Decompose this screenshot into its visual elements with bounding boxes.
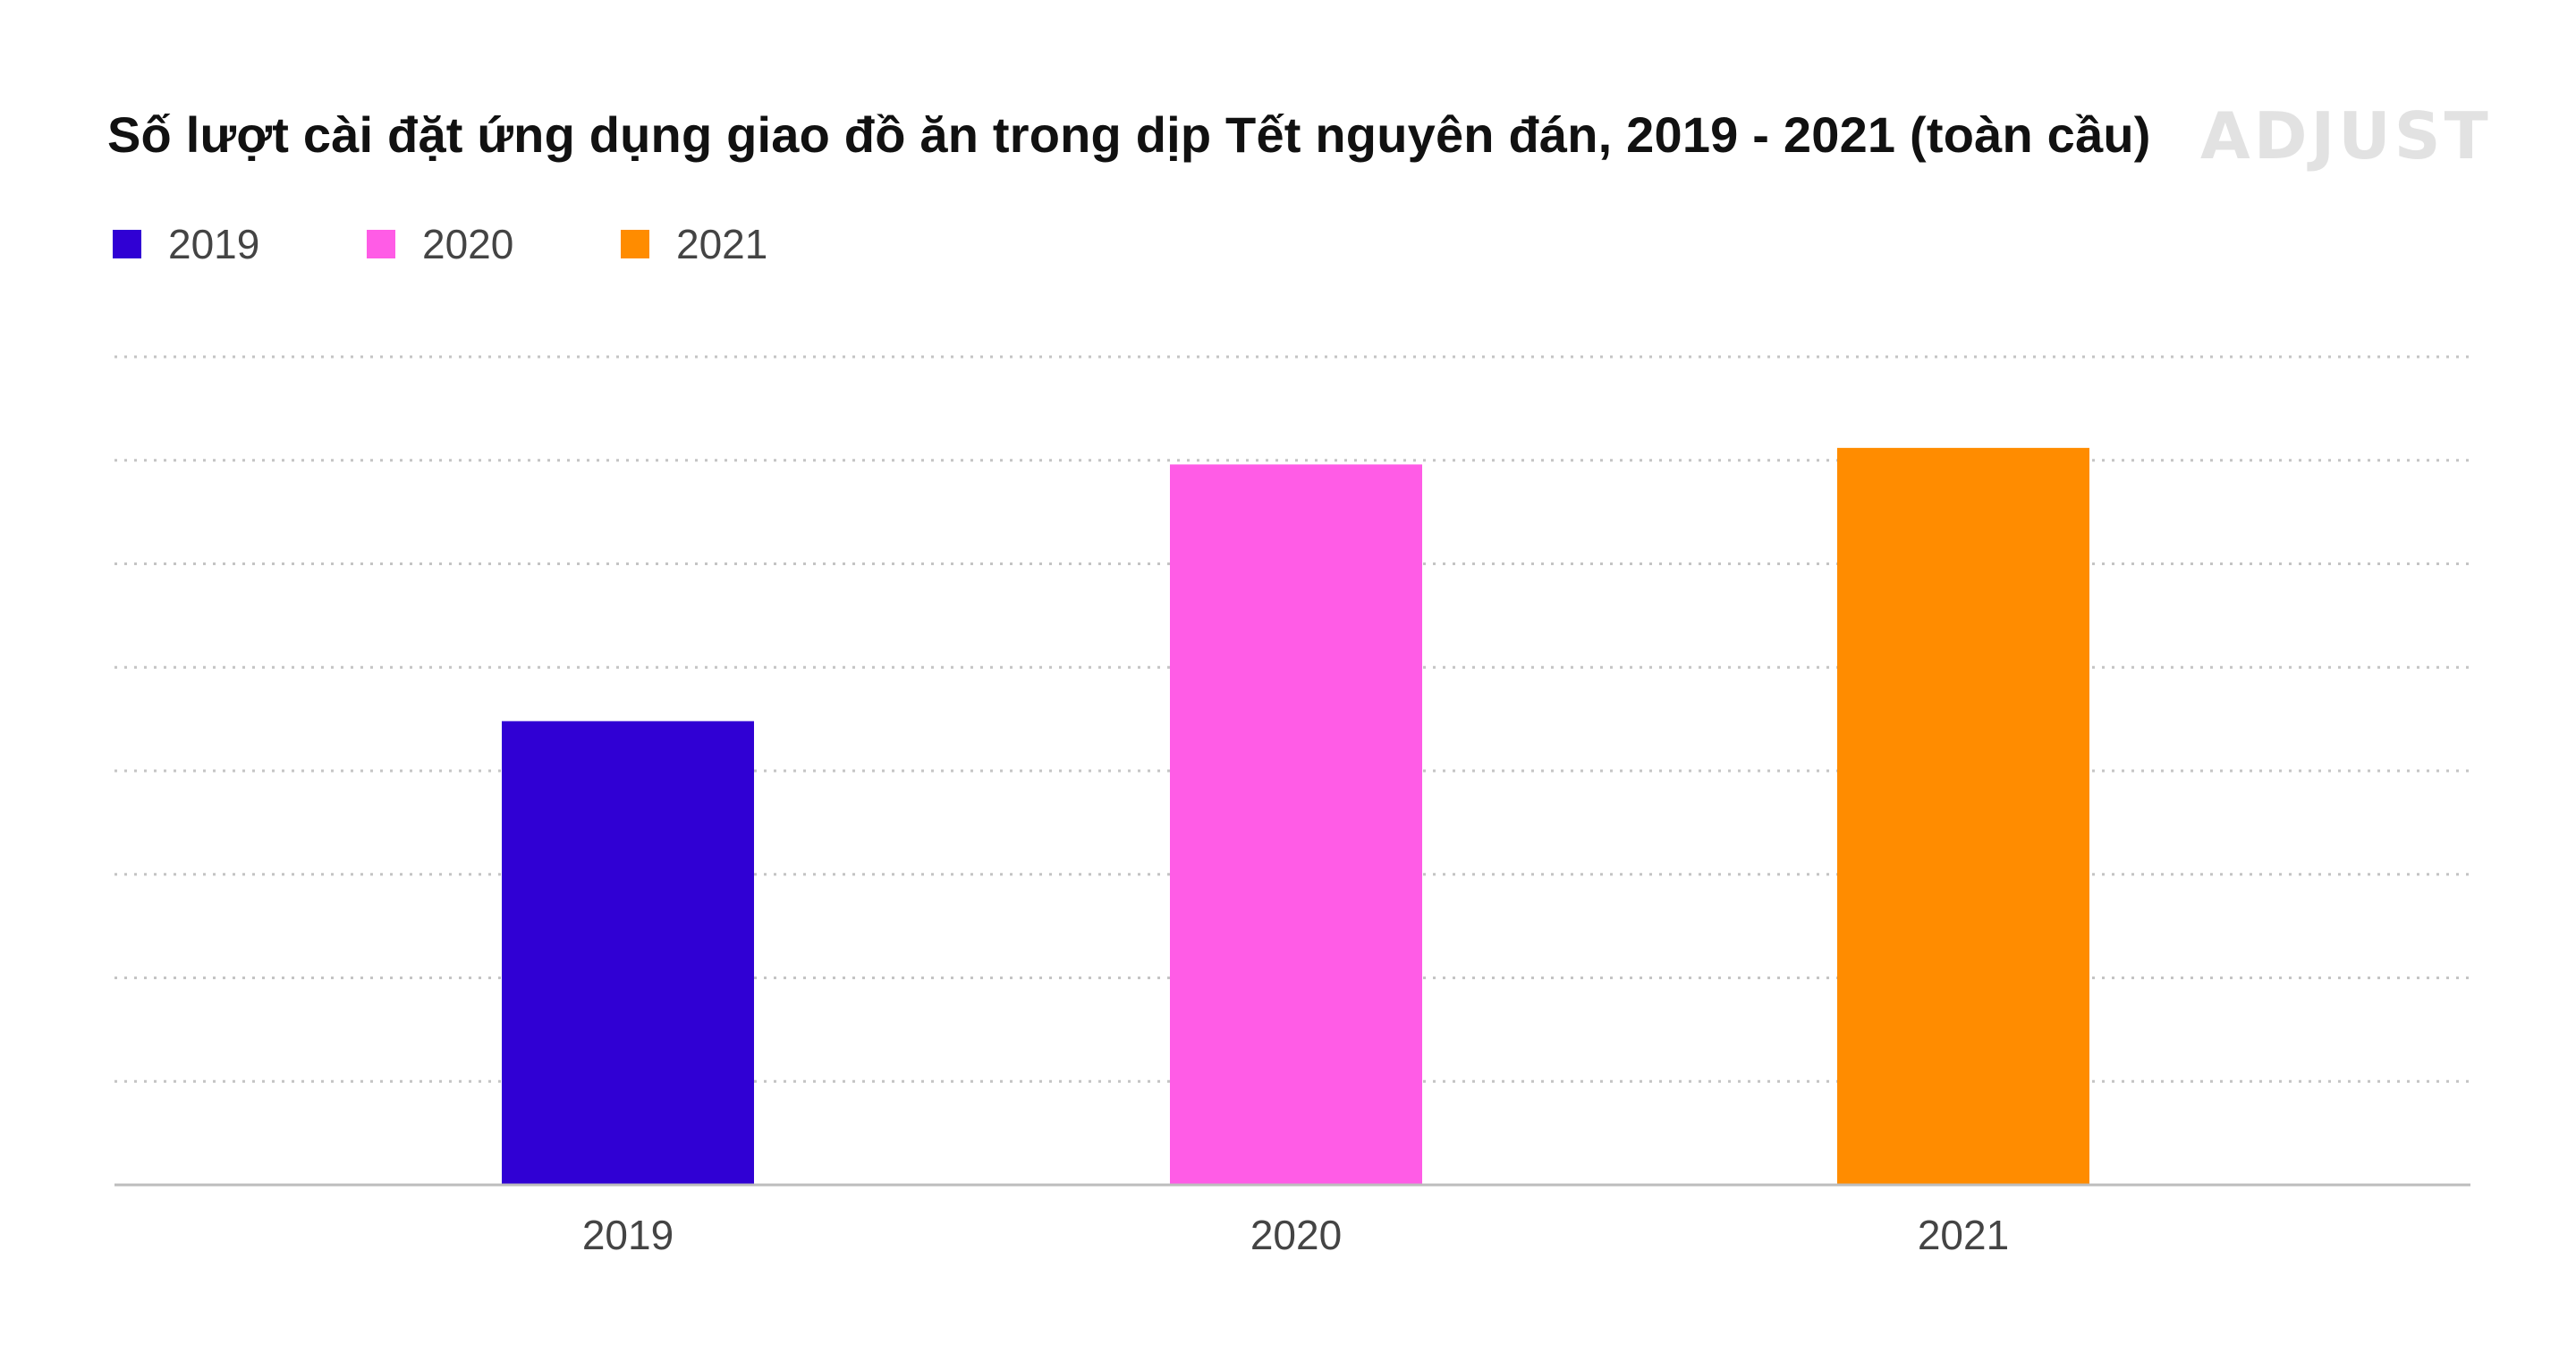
legend-item-2019: 2019 — [113, 220, 367, 268]
x-tick-label: 2021 — [1918, 1212, 2009, 1258]
adjust-logo-text: ADJUST — [2200, 98, 2492, 173]
bar-2019 — [502, 721, 754, 1185]
bar-2021 — [1837, 447, 2089, 1185]
chart-title: Số lượt cài đặt ứng dụng giao đồ ăn tron… — [107, 106, 2151, 163]
legend-label: 2020 — [422, 221, 514, 267]
bars — [502, 447, 2089, 1185]
legend-item-2020: 2020 — [367, 220, 621, 268]
x-tick-labels: 2019 2020 2021 — [582, 1212, 2009, 1258]
chart-legend: 2019 2020 2021 — [113, 220, 875, 268]
bar-2020 — [1170, 464, 1422, 1185]
x-tick-label: 2020 — [1250, 1212, 1342, 1258]
legend-swatch — [621, 230, 649, 258]
legend-item-2021: 2021 — [621, 220, 875, 268]
legend-label: 2021 — [676, 221, 768, 267]
legend-swatch — [113, 230, 141, 258]
legend-label: 2019 — [168, 221, 260, 267]
adjust-logo: ADJUST — [2200, 100, 2496, 172]
x-tick-label: 2019 — [582, 1212, 674, 1258]
legend-swatch — [367, 230, 395, 258]
